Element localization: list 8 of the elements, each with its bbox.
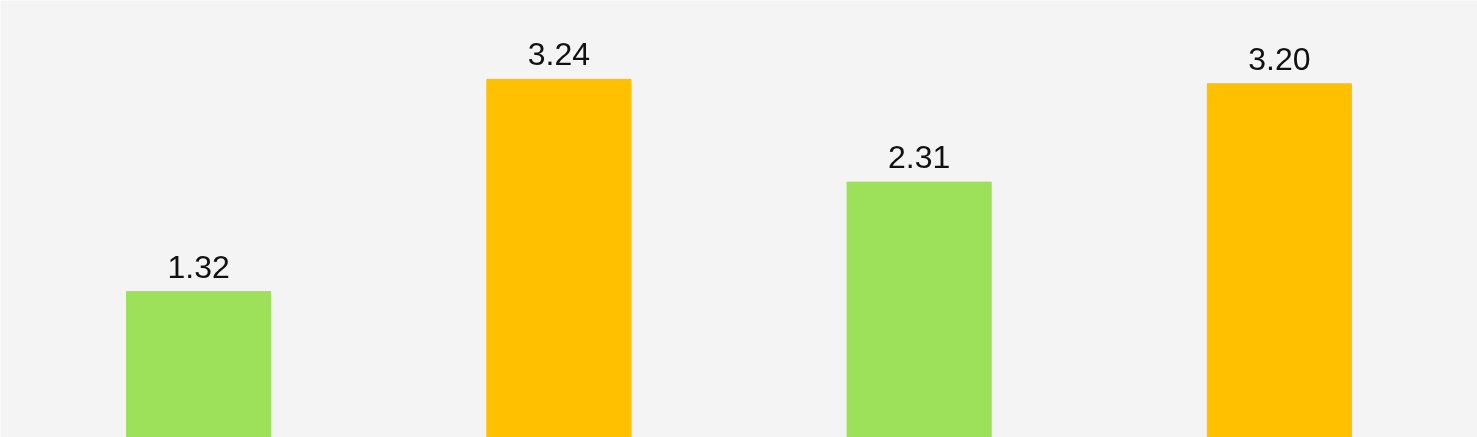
bar <box>126 291 272 437</box>
bar <box>846 181 992 437</box>
data-label: 3.20 <box>1248 40 1311 77</box>
bar <box>486 78 632 437</box>
bar <box>1206 83 1352 437</box>
data-label: 3.24 <box>527 36 591 73</box>
data-label: 2.31 <box>887 139 951 176</box>
data-label: 1.32 <box>167 248 230 285</box>
